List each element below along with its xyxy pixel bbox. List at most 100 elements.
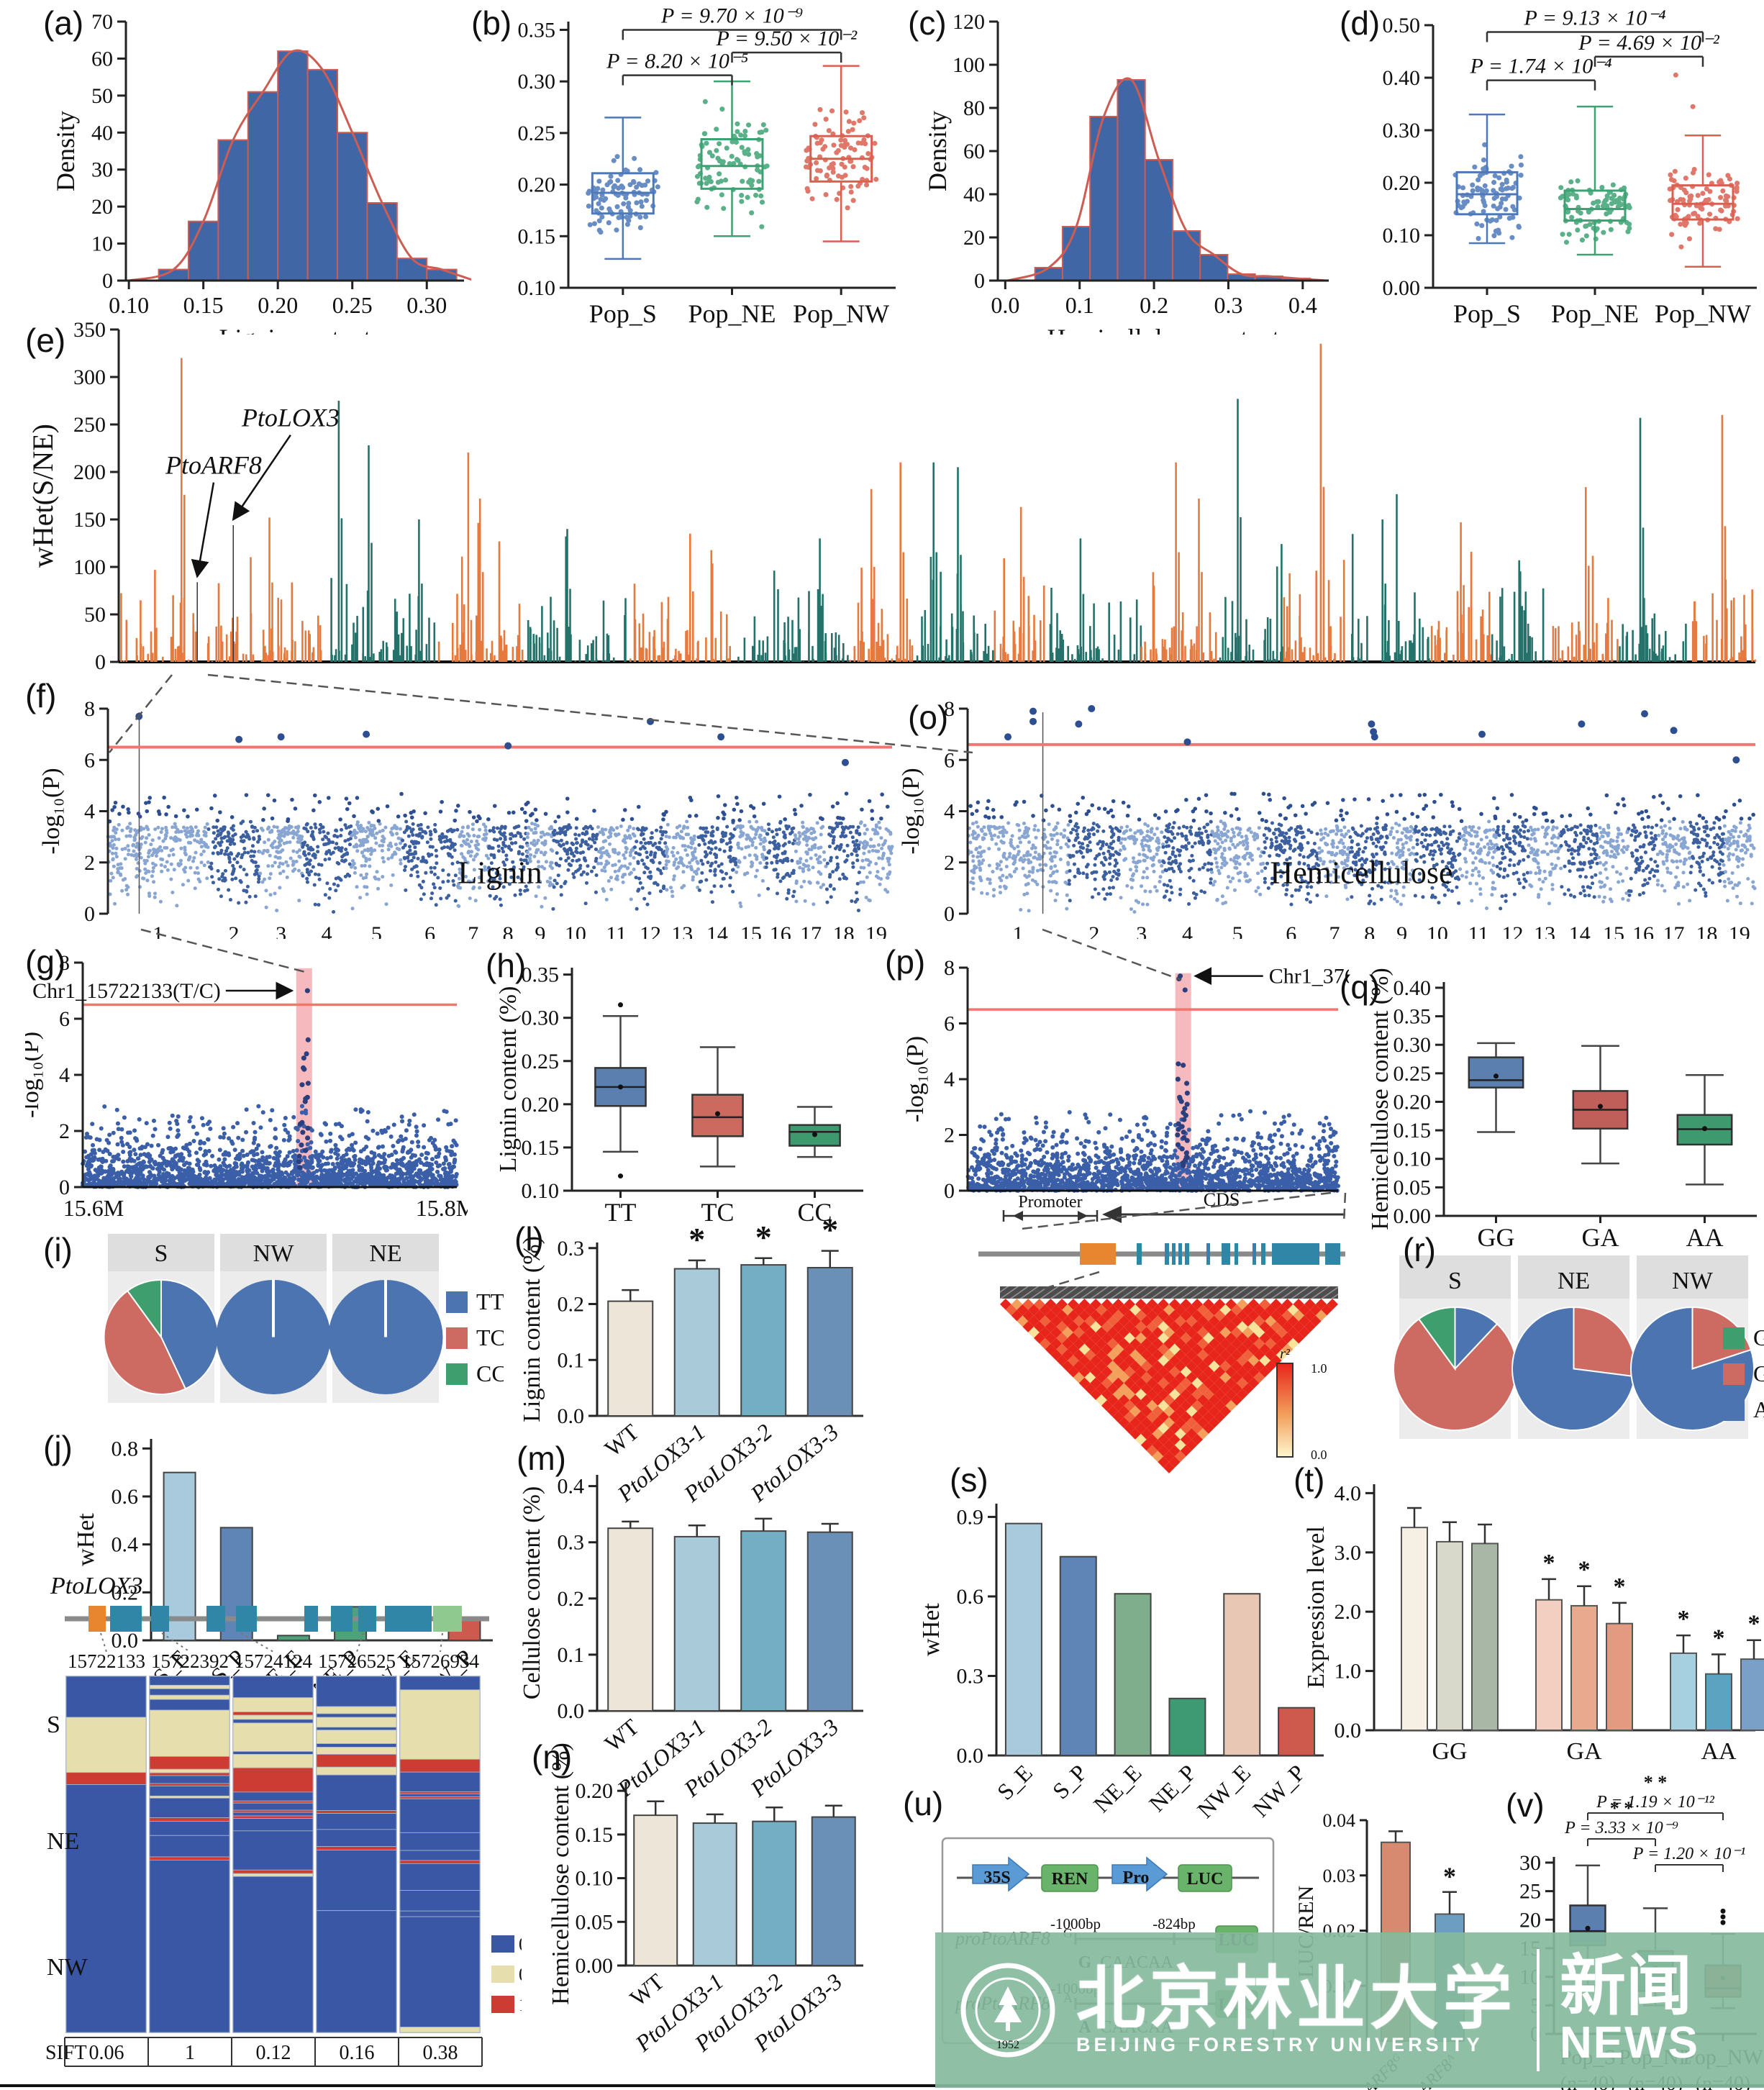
panel-o-label: (o) <box>908 699 949 736</box>
svg-text:TC: TC <box>701 1198 734 1227</box>
svg-text:-log₁₀(P): -log₁₀(P) <box>38 768 65 854</box>
svg-text:0.03: 0.03 <box>1323 1866 1356 1886</box>
svg-text:0.15: 0.15 <box>522 1136 560 1160</box>
svg-text:wHet(S/NE): wHet(S/NE) <box>27 424 59 568</box>
svg-text:PtoLOX3: PtoLOX3 <box>50 1573 142 1599</box>
panel-l-label: (l) <box>514 1220 544 1258</box>
svg-text:0.15: 0.15 <box>518 224 556 248</box>
svg-text:50: 50 <box>91 84 113 108</box>
svg-text:0.16: 0.16 <box>340 2042 375 2064</box>
svg-text:Pop_NE: Pop_NE <box>1551 299 1639 328</box>
svg-text:0.35: 0.35 <box>518 18 556 42</box>
svg-text:wHet: wHet <box>73 1513 99 1566</box>
svg-text:0.40: 0.40 <box>1394 976 1432 1000</box>
svg-text:15722133: 15722133 <box>68 1650 145 1672</box>
svg-text:0.12: 0.12 <box>256 2042 291 2064</box>
svg-text:30: 30 <box>91 158 113 182</box>
panel-bars-cellulose-transgenic: (m) 0.0 0.1 0.2 0.3 0.4 WT PtoLOX3-1 PtoLOX3-2 P… <box>504 1439 874 1802</box>
expression-bars-chart: 0.0 1.0 2.0 3.0 4.0 GG * * * GA * * * AA Expression le… <box>1288 1457 1764 1788</box>
svg-text:0.15: 0.15 <box>576 1823 614 1847</box>
svg-text:2: 2 <box>944 851 955 875</box>
panel-f-label: (f) <box>25 677 57 714</box>
svg-text:4: 4 <box>944 800 955 824</box>
svg-text:0.30: 0.30 <box>406 292 447 318</box>
svg-text:30: 30 <box>1519 1851 1541 1875</box>
svg-text:0.40: 0.40 <box>1383 66 1421 90</box>
svg-text:40: 40 <box>91 121 113 145</box>
panel-boxplot-lignin-populations: (b) 0.10 0.15 0.20 0.25 0.30 0.35 Pop_S Pop_NE P… <box>468 4 903 338</box>
svg-text:0.20: 0.20 <box>1394 1090 1432 1114</box>
svg-text:Lignin content (%): Lignin content (%) <box>519 1236 545 1422</box>
svg-text:0.0: 0.0 <box>558 1699 585 1723</box>
boxplot-lignin-populations-chart: 0.10 0.15 0.20 0.25 0.30 0.35 Pop_S Pop_NE Pop_N… <box>468 4 903 338</box>
svg-text:P = 1.19 × 10⁻¹²: P = 1.19 × 10⁻¹² <box>1596 1793 1714 1812</box>
panel-t-label: (t) <box>1294 1461 1325 1499</box>
svg-text:0.10: 0.10 <box>576 1867 614 1891</box>
panel-m-label: (m) <box>517 1440 566 1477</box>
svg-text:0: 0 <box>944 902 955 926</box>
svg-text:0.3: 0.3 <box>558 1237 585 1260</box>
manhattan-lignin-chart: 1 2 3 4 5 6 7 8 9 10 11 12 13 14 15 16 17 18 19 0 2 4 6 8 Lignin… <box>25 676 899 946</box>
svg-text:0.0: 0.0 <box>1335 1719 1362 1743</box>
svg-text:SIFT: SIFT <box>45 2042 87 2064</box>
boxplot-genotype-lignin-chart: 0.10 0.15 0.20 0.25 0.30 0.35 TT TC CC Lignin con… <box>468 935 874 1237</box>
svg-text:200: 200 <box>73 460 106 484</box>
svg-text:0: 0 <box>974 269 985 293</box>
panel-whet-genome-scan: (e) 0 50 100 150 200 250 300 350 PtoLOX3 PtoARF8 w… <box>25 315 1764 675</box>
svg-text:*: * <box>1543 1550 1555 1576</box>
svg-text:60: 60 <box>91 47 113 71</box>
svg-text:2: 2 <box>84 851 95 875</box>
svg-text:Chr1_37681576: Chr1_37681576 <box>1269 965 1349 989</box>
svg-text:4.0: 4.0 <box>1335 1481 1362 1505</box>
svg-text:NE: NE <box>47 1828 79 1855</box>
panel-b-label: (b) <box>471 4 512 42</box>
svg-text:6: 6 <box>84 748 95 772</box>
svg-text:Cellulose content (%): Cellulose content (%) <box>519 1486 545 1699</box>
svg-text:P = 9.13 × 10⁻⁴: P = 9.13 × 10⁻⁴ <box>1523 6 1665 29</box>
svg-text:NE: NE <box>369 1240 401 1267</box>
svg-text:*: * <box>755 1219 772 1255</box>
svg-text:Pop_S: Pop_S <box>589 299 657 328</box>
svg-text:0.30: 0.30 <box>518 70 556 94</box>
svg-text:P = 3.33 × 10⁻⁹: P = 3.33 × 10⁻⁹ <box>1564 1819 1678 1837</box>
pies-genotype-ga-chart: S NE NW GG GA AA <box>1367 1223 1764 1460</box>
svg-text:P = 8.20 × 10⁻⁵: P = 8.20 × 10⁻⁵ <box>606 50 748 73</box>
svg-text:15722392: 15722392 <box>151 1650 229 1672</box>
svg-text:0.2: 0.2 <box>558 1587 585 1611</box>
haplotype-map-chart: PtoLOX3 15722133 15722392 15724124 15726525 1… <box>25 1561 542 2090</box>
svg-text:80: 80 <box>963 96 985 120</box>
watermark-chinese-title: 北京林业大学 <box>1076 1960 1517 2037</box>
svg-text:Pop_NE: Pop_NE <box>688 299 776 328</box>
svg-text:0.8: 0.8 <box>112 1437 139 1460</box>
svg-text:35S: 35S <box>983 1868 1010 1887</box>
svg-text:0.35: 0.35 <box>522 963 560 987</box>
svg-text:Pop_NW: Pop_NW <box>1655 299 1751 328</box>
svg-text:0.3: 0.3 <box>957 1664 984 1688</box>
svg-text:GG: GG <box>1478 1223 1515 1252</box>
svg-text:15724124: 15724124 <box>235 1650 313 1672</box>
watermark-news-english: NEWS <box>1560 2018 1699 2068</box>
svg-text:0.4: 0.4 <box>112 1533 139 1557</box>
watermark-news-chinese: 新闻 <box>1560 1950 1693 2024</box>
svg-text:Pro: Pro <box>1123 1868 1150 1887</box>
svg-text:0.00: 0.00 <box>576 1954 614 1978</box>
svg-text:0.10: 0.10 <box>522 1179 560 1203</box>
panel-boxplot-hemicellulose-populations: (d) 0.00 0.10 0.20 0.30 0.40 0.50 Pop_S Pop_NE P… <box>1340 4 1764 338</box>
svg-text:0.6: 0.6 <box>957 1585 984 1609</box>
svg-text:*: * <box>1443 1862 1456 1891</box>
manhattan-hemicellulose-chart: 1 2 3 4 5 6 7 8 9 10 11 12 13 14 15 16 17 18 19 0 2 4 6 8 Hemice… <box>898 676 1764 946</box>
svg-text:0.6: 0.6 <box>112 1485 139 1509</box>
svg-text:0.20: 0.20 <box>576 1779 614 1803</box>
panel-haplotype-map: PtoLOX3 15722133 15722392 15724124 15726525 1… <box>25 1561 542 2090</box>
svg-text:2: 2 <box>944 1124 955 1148</box>
panel-bars-lignin-transgenic: (l) 0.0 0.1 0.2 0.3 WT * PtoLOX3-1 * PtoLOX3-2 * P… <box>504 1212 874 1660</box>
svg-text:Density: Density <box>923 111 952 191</box>
svg-text:6: 6 <box>944 748 955 772</box>
panel-pies-genotype-ga: (r) S NE NW GG GA AA <box>1367 1223 1764 1460</box>
svg-text:-1000bp: -1000bp <box>1050 1915 1101 1932</box>
svg-text:0.04: 0.04 <box>1323 1810 1356 1831</box>
svg-text:15726525: 15726525 <box>318 1650 396 1672</box>
svg-text:0: 0 <box>95 650 106 674</box>
svg-text:TT: TT <box>605 1198 637 1227</box>
svg-text:AA: AA <box>1686 1223 1724 1252</box>
